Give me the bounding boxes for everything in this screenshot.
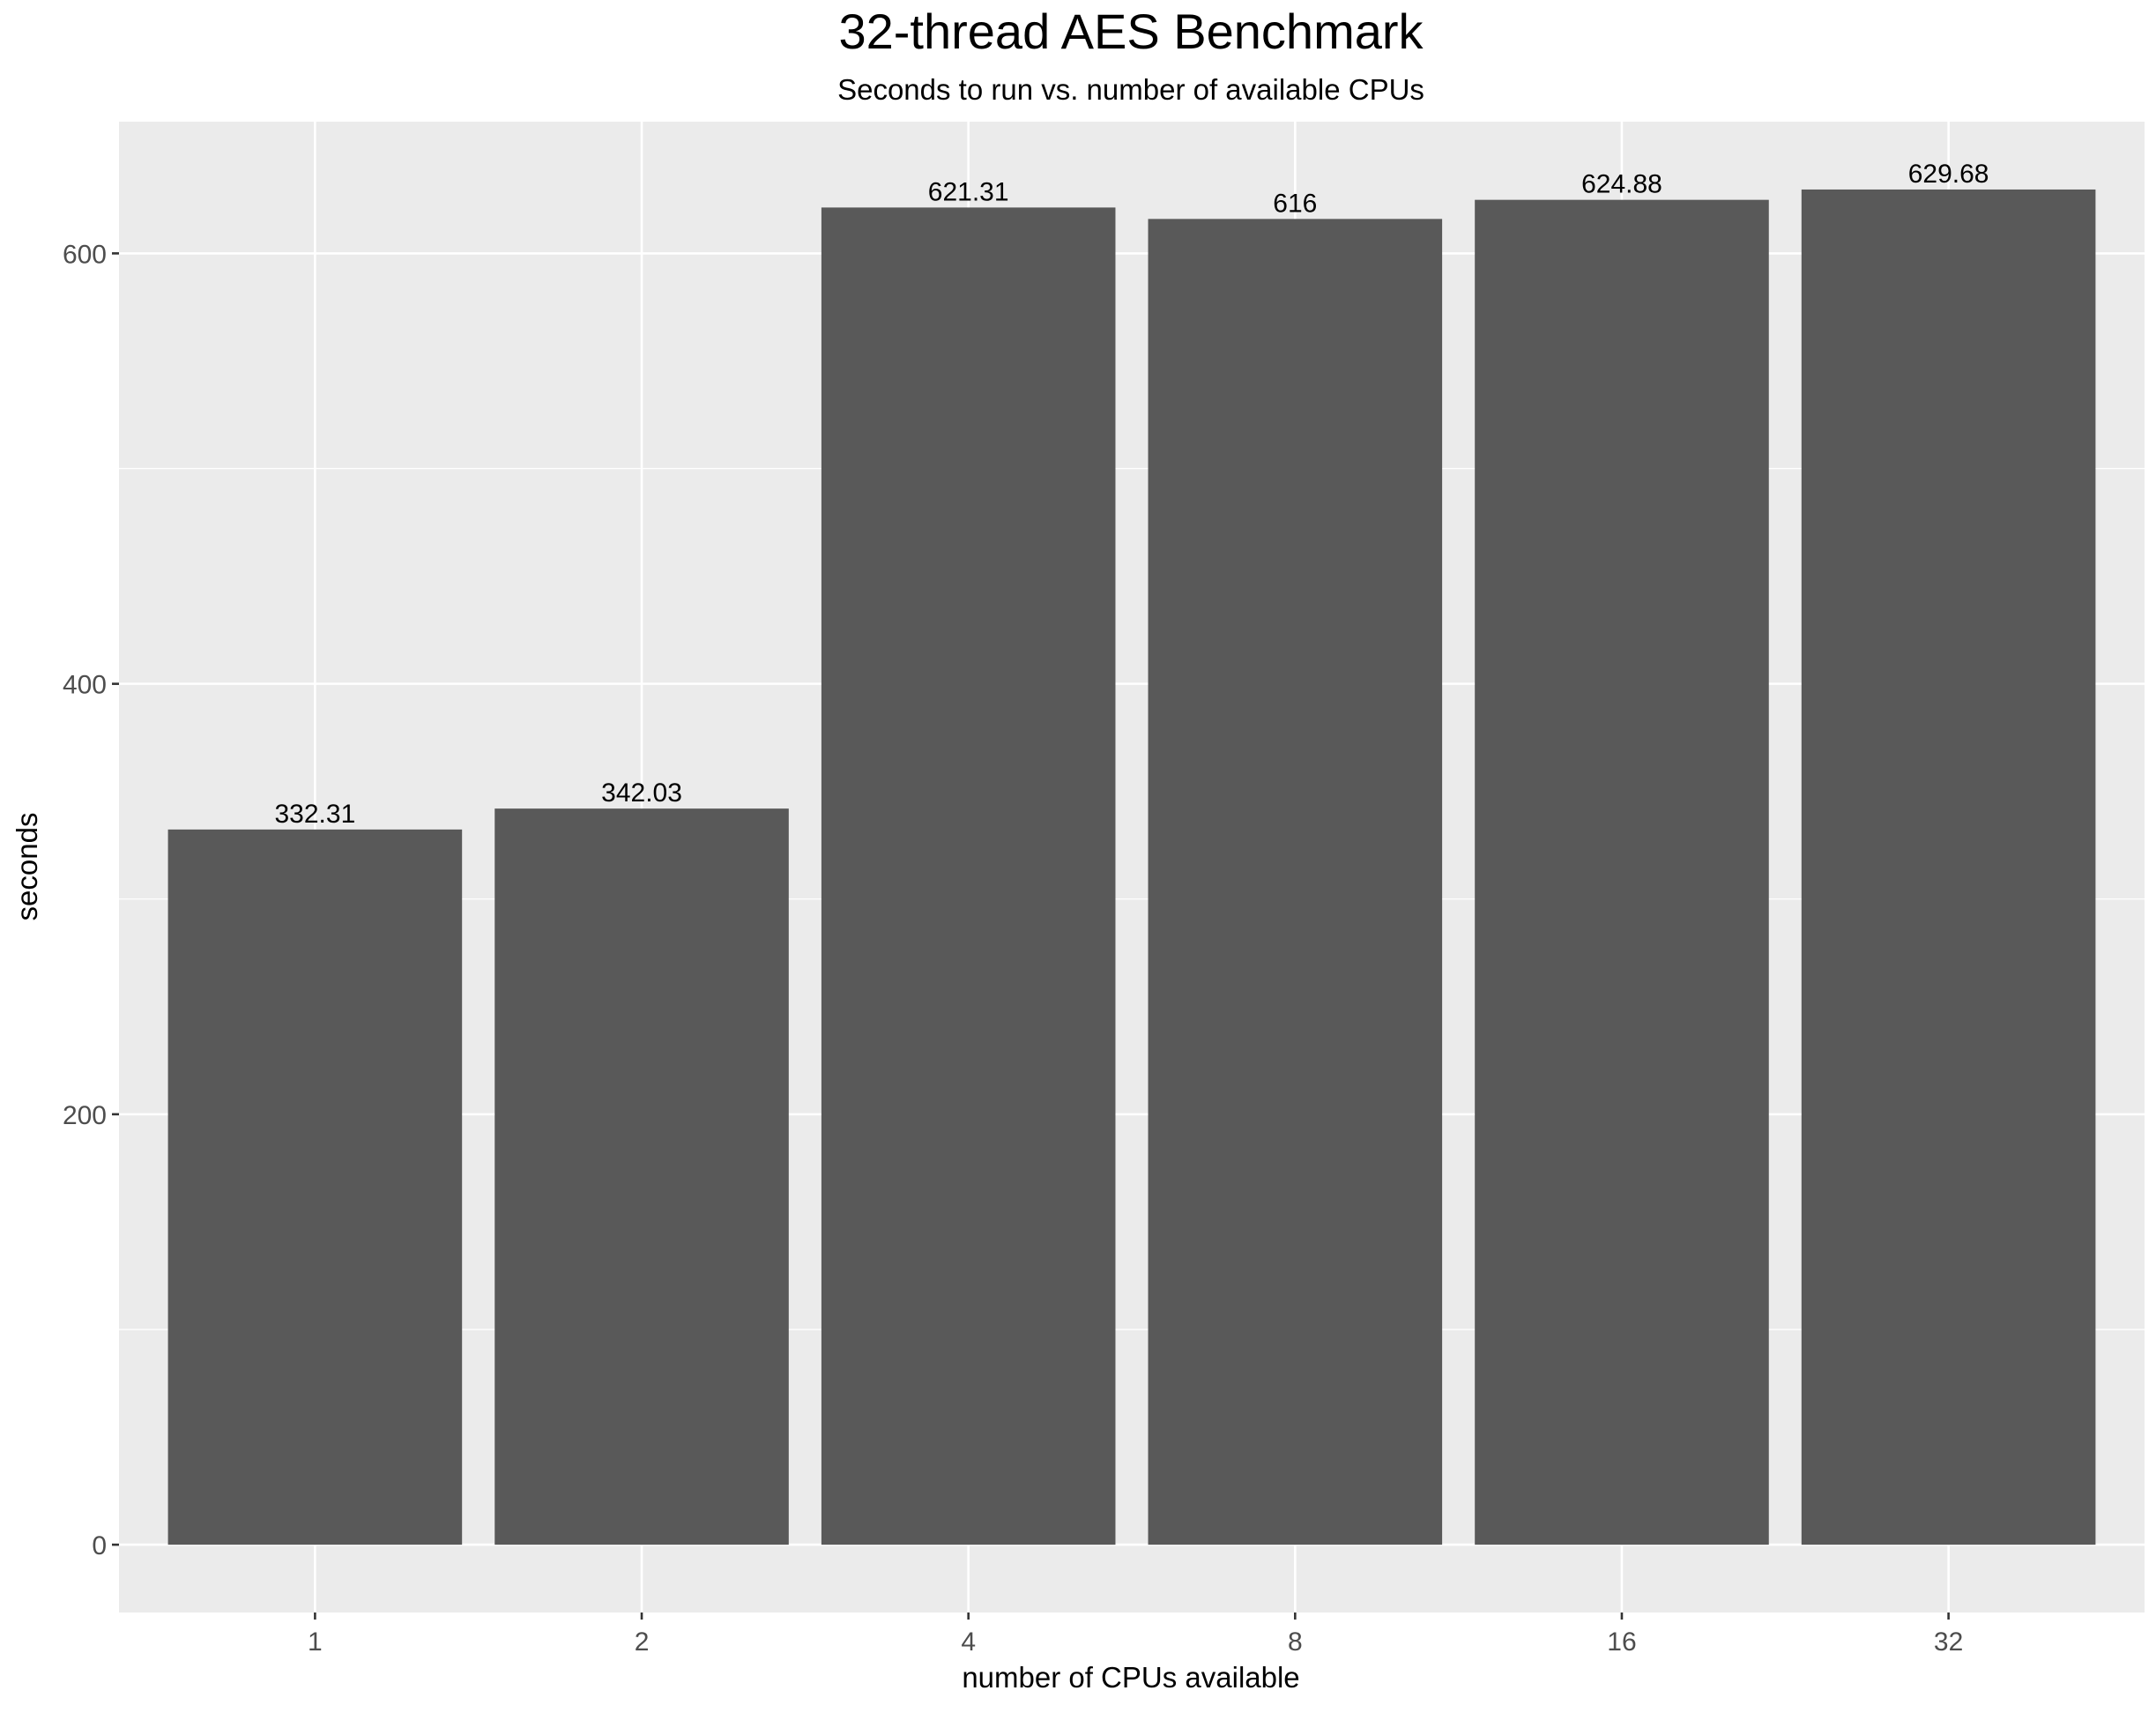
y-tick-label: 600 <box>63 240 107 269</box>
y-tick-label: 400 <box>63 671 107 700</box>
data-label-2: 342.03 <box>601 778 682 808</box>
y-axis: 0 200 400 600 <box>63 240 119 1560</box>
x-tick-label: 16 <box>1607 1627 1636 1657</box>
x-tick-label: 2 <box>635 1627 650 1657</box>
bars-group <box>167 189 2096 1545</box>
y-tick-label: 0 <box>92 1531 107 1560</box>
chart-title: 32-thread AES Benchmark <box>838 4 1424 59</box>
bar-8 <box>1148 219 1443 1545</box>
x-axis-title: number of CPUs available <box>962 1661 1299 1694</box>
x-tick-label: 1 <box>308 1627 323 1657</box>
y-axis-title: seconds <box>11 813 43 921</box>
bar-4 <box>821 207 1116 1545</box>
x-tick-label: 32 <box>1934 1627 1963 1657</box>
data-label-8: 616 <box>1273 189 1317 218</box>
data-label-4: 621.31 <box>928 177 1009 206</box>
x-tick-label: 4 <box>961 1627 976 1657</box>
x-tick-label: 8 <box>1288 1627 1303 1657</box>
x-axis: 1 2 4 8 16 32 <box>308 1612 1963 1657</box>
bar-1 <box>167 829 463 1545</box>
bar-2 <box>494 808 789 1545</box>
y-tick-label: 200 <box>63 1101 107 1130</box>
bar-16 <box>1475 199 1769 1545</box>
data-label-32: 629.68 <box>1908 160 1989 189</box>
bar-32 <box>1801 189 2096 1545</box>
chart-subtitle: Seconds to run vs. number of available C… <box>837 73 1424 106</box>
data-label-16: 624.88 <box>1581 170 1662 199</box>
data-labels-group: 332.31 342.03 621.31 616 624.88 629.68 <box>275 160 1989 829</box>
data-label-1: 332.31 <box>275 800 356 829</box>
